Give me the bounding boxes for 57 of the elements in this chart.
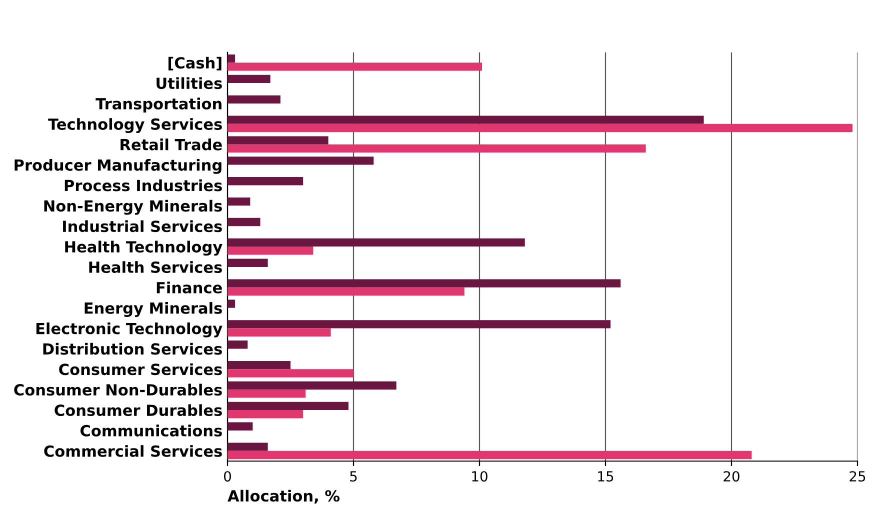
y-tick-label: Consumer Non-Durables	[14, 384, 222, 396]
bar	[228, 54, 236, 63]
bar	[228, 238, 525, 247]
bar	[228, 95, 280, 104]
bar	[228, 300, 236, 308]
bar	[228, 390, 306, 398]
y-tick-label: Health Services	[89, 261, 222, 273]
bar	[228, 116, 704, 124]
bar	[228, 177, 304, 186]
bar	[228, 197, 250, 206]
y-tick-label: Industrial Services	[63, 220, 222, 232]
y-tick-label: Finance	[156, 282, 222, 294]
bar	[228, 369, 354, 378]
x-axis-title: Allocation, %	[228, 490, 340, 504]
bar	[228, 442, 268, 451]
bar	[228, 62, 482, 71]
bar	[228, 381, 396, 390]
y-tick-label: Communications	[80, 424, 222, 436]
bar	[228, 410, 304, 418]
y-tick-label: Distribution Services	[43, 342, 222, 355]
y-tick-label: Transportation	[96, 98, 222, 112]
y-tick-label: Commercial Services	[44, 445, 222, 457]
bar	[228, 124, 852, 132]
y-tick-label: Energy Minerals	[84, 302, 222, 317]
bar	[228, 422, 253, 430]
y-tick-label: Electronic Technology	[36, 322, 222, 338]
x-tick-label: 5	[350, 471, 357, 482]
bar	[228, 74, 270, 84]
x-tick-label: 10	[472, 471, 488, 482]
y-tick-label: Technology Services	[48, 118, 222, 134]
bar	[228, 328, 331, 336]
x-tick-label: 20	[724, 471, 740, 482]
bar	[228, 246, 314, 255]
bar	[228, 279, 621, 288]
y-tick-label: Non-Energy Minerals	[44, 200, 222, 215]
bar	[228, 340, 248, 349]
y-tick-label: Consumer Services	[59, 363, 222, 376]
y-tick-label: Health Technology	[65, 240, 222, 256]
y-tick-label: [Cash]	[168, 56, 222, 70]
x-tick-label: 25	[850, 471, 866, 482]
bar	[228, 144, 646, 153]
bar	[228, 320, 611, 328]
bar	[228, 136, 328, 144]
x-tick-label: 15	[598, 471, 614, 482]
bar	[228, 450, 752, 460]
y-tick-label: Utilities	[156, 77, 222, 90]
bar	[228, 156, 374, 165]
y-tick-label: Process Industries	[64, 179, 222, 192]
y-tick-label: Producer Manufacturing	[14, 158, 222, 174]
y-tick-label: Consumer Durables	[54, 404, 222, 416]
bar	[228, 258, 268, 267]
x-tick-label: 0	[224, 471, 231, 482]
bar	[228, 287, 464, 296]
bar	[228, 402, 348, 410]
bar	[228, 360, 290, 370]
bar	[228, 218, 260, 226]
y-tick-label: Retail Trade	[120, 138, 222, 150]
